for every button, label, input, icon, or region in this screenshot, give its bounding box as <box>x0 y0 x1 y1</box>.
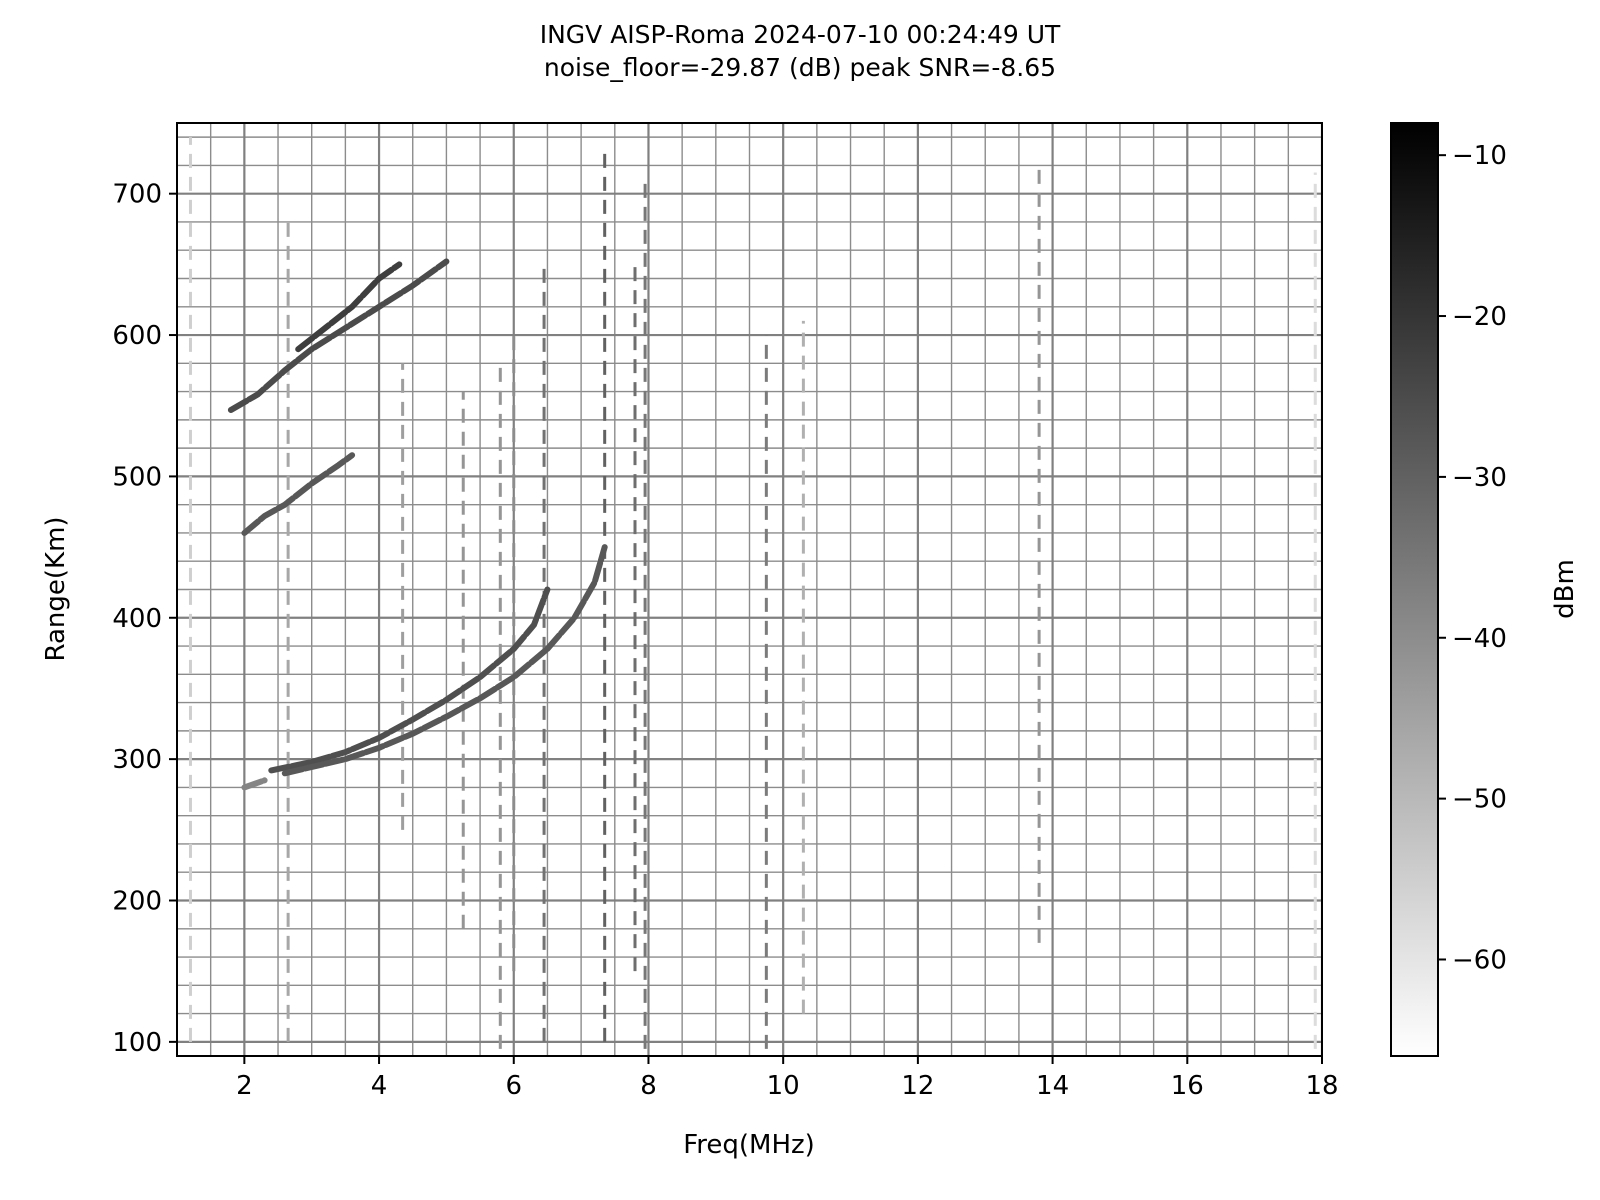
colorbar-tick-label: −20 <box>1452 302 1507 332</box>
echo-traces <box>227 258 608 791</box>
x-tick-label: 10 <box>767 1071 800 1101</box>
x-tick-label: 2 <box>236 1071 253 1101</box>
echo-trace <box>268 586 551 774</box>
y-tick-label: 600 <box>112 321 162 351</box>
x-tick-label: 4 <box>371 1071 388 1101</box>
colorbar-tick-label: −60 <box>1452 945 1507 975</box>
x-tick-label: 14 <box>1036 1071 1069 1101</box>
x-tick-label: 12 <box>901 1071 934 1101</box>
chart-title: INGV AISP-Roma 2024-07-10 00:24:49 UT no… <box>0 18 1600 84</box>
y-tick-label: 400 <box>112 604 162 634</box>
y-tick-label: 500 <box>112 462 162 492</box>
echo-trace <box>241 452 356 536</box>
chart-title-line-1: INGV AISP-Roma 2024-07-10 00:24:49 UT <box>539 20 1061 49</box>
plot-frame <box>176 122 1323 1057</box>
echo-trace <box>241 777 268 791</box>
y-tick-label: 700 <box>112 180 162 210</box>
echo-trace <box>281 544 608 777</box>
y-axis: 100 200 300 400 500 600 700 <box>112 180 177 1058</box>
major-grid <box>177 123 1322 1056</box>
colorbar-tick-label: −50 <box>1452 785 1507 815</box>
echo-trace <box>295 261 403 353</box>
x-axis: 2 4 6 8 10 12 14 16 18 <box>236 1056 1339 1101</box>
y-tick-label: 200 <box>112 887 162 917</box>
echo-trace <box>227 258 450 413</box>
colorbar-tick-label: −40 <box>1452 624 1507 654</box>
x-tick-label: 8 <box>640 1071 657 1101</box>
colorbar-tick-label: −30 <box>1452 463 1507 493</box>
colorbar-tick-label: −10 <box>1452 141 1507 171</box>
colorbar <box>1390 122 1439 1057</box>
colorbar-ticks: −10 −20 −30 −40 −50 −60 <box>1438 141 1507 975</box>
y-tick-label: 100 <box>112 1028 162 1058</box>
x-tick-label: 16 <box>1171 1071 1204 1101</box>
y-tick-label: 300 <box>112 745 162 775</box>
x-tick-label: 18 <box>1305 1071 1338 1101</box>
colorbar-label: dBm <box>1550 559 1580 619</box>
x-axis-label: Freq(MHz) <box>683 1130 815 1160</box>
y-axis-label: Range(Km) <box>41 516 71 661</box>
chart-title-line-2: noise_floor=-29.87 (dB) peak SNR=-8.65 <box>543 53 1057 82</box>
vertical-streaks <box>188 137 1317 1049</box>
x-tick-label: 6 <box>505 1071 522 1101</box>
